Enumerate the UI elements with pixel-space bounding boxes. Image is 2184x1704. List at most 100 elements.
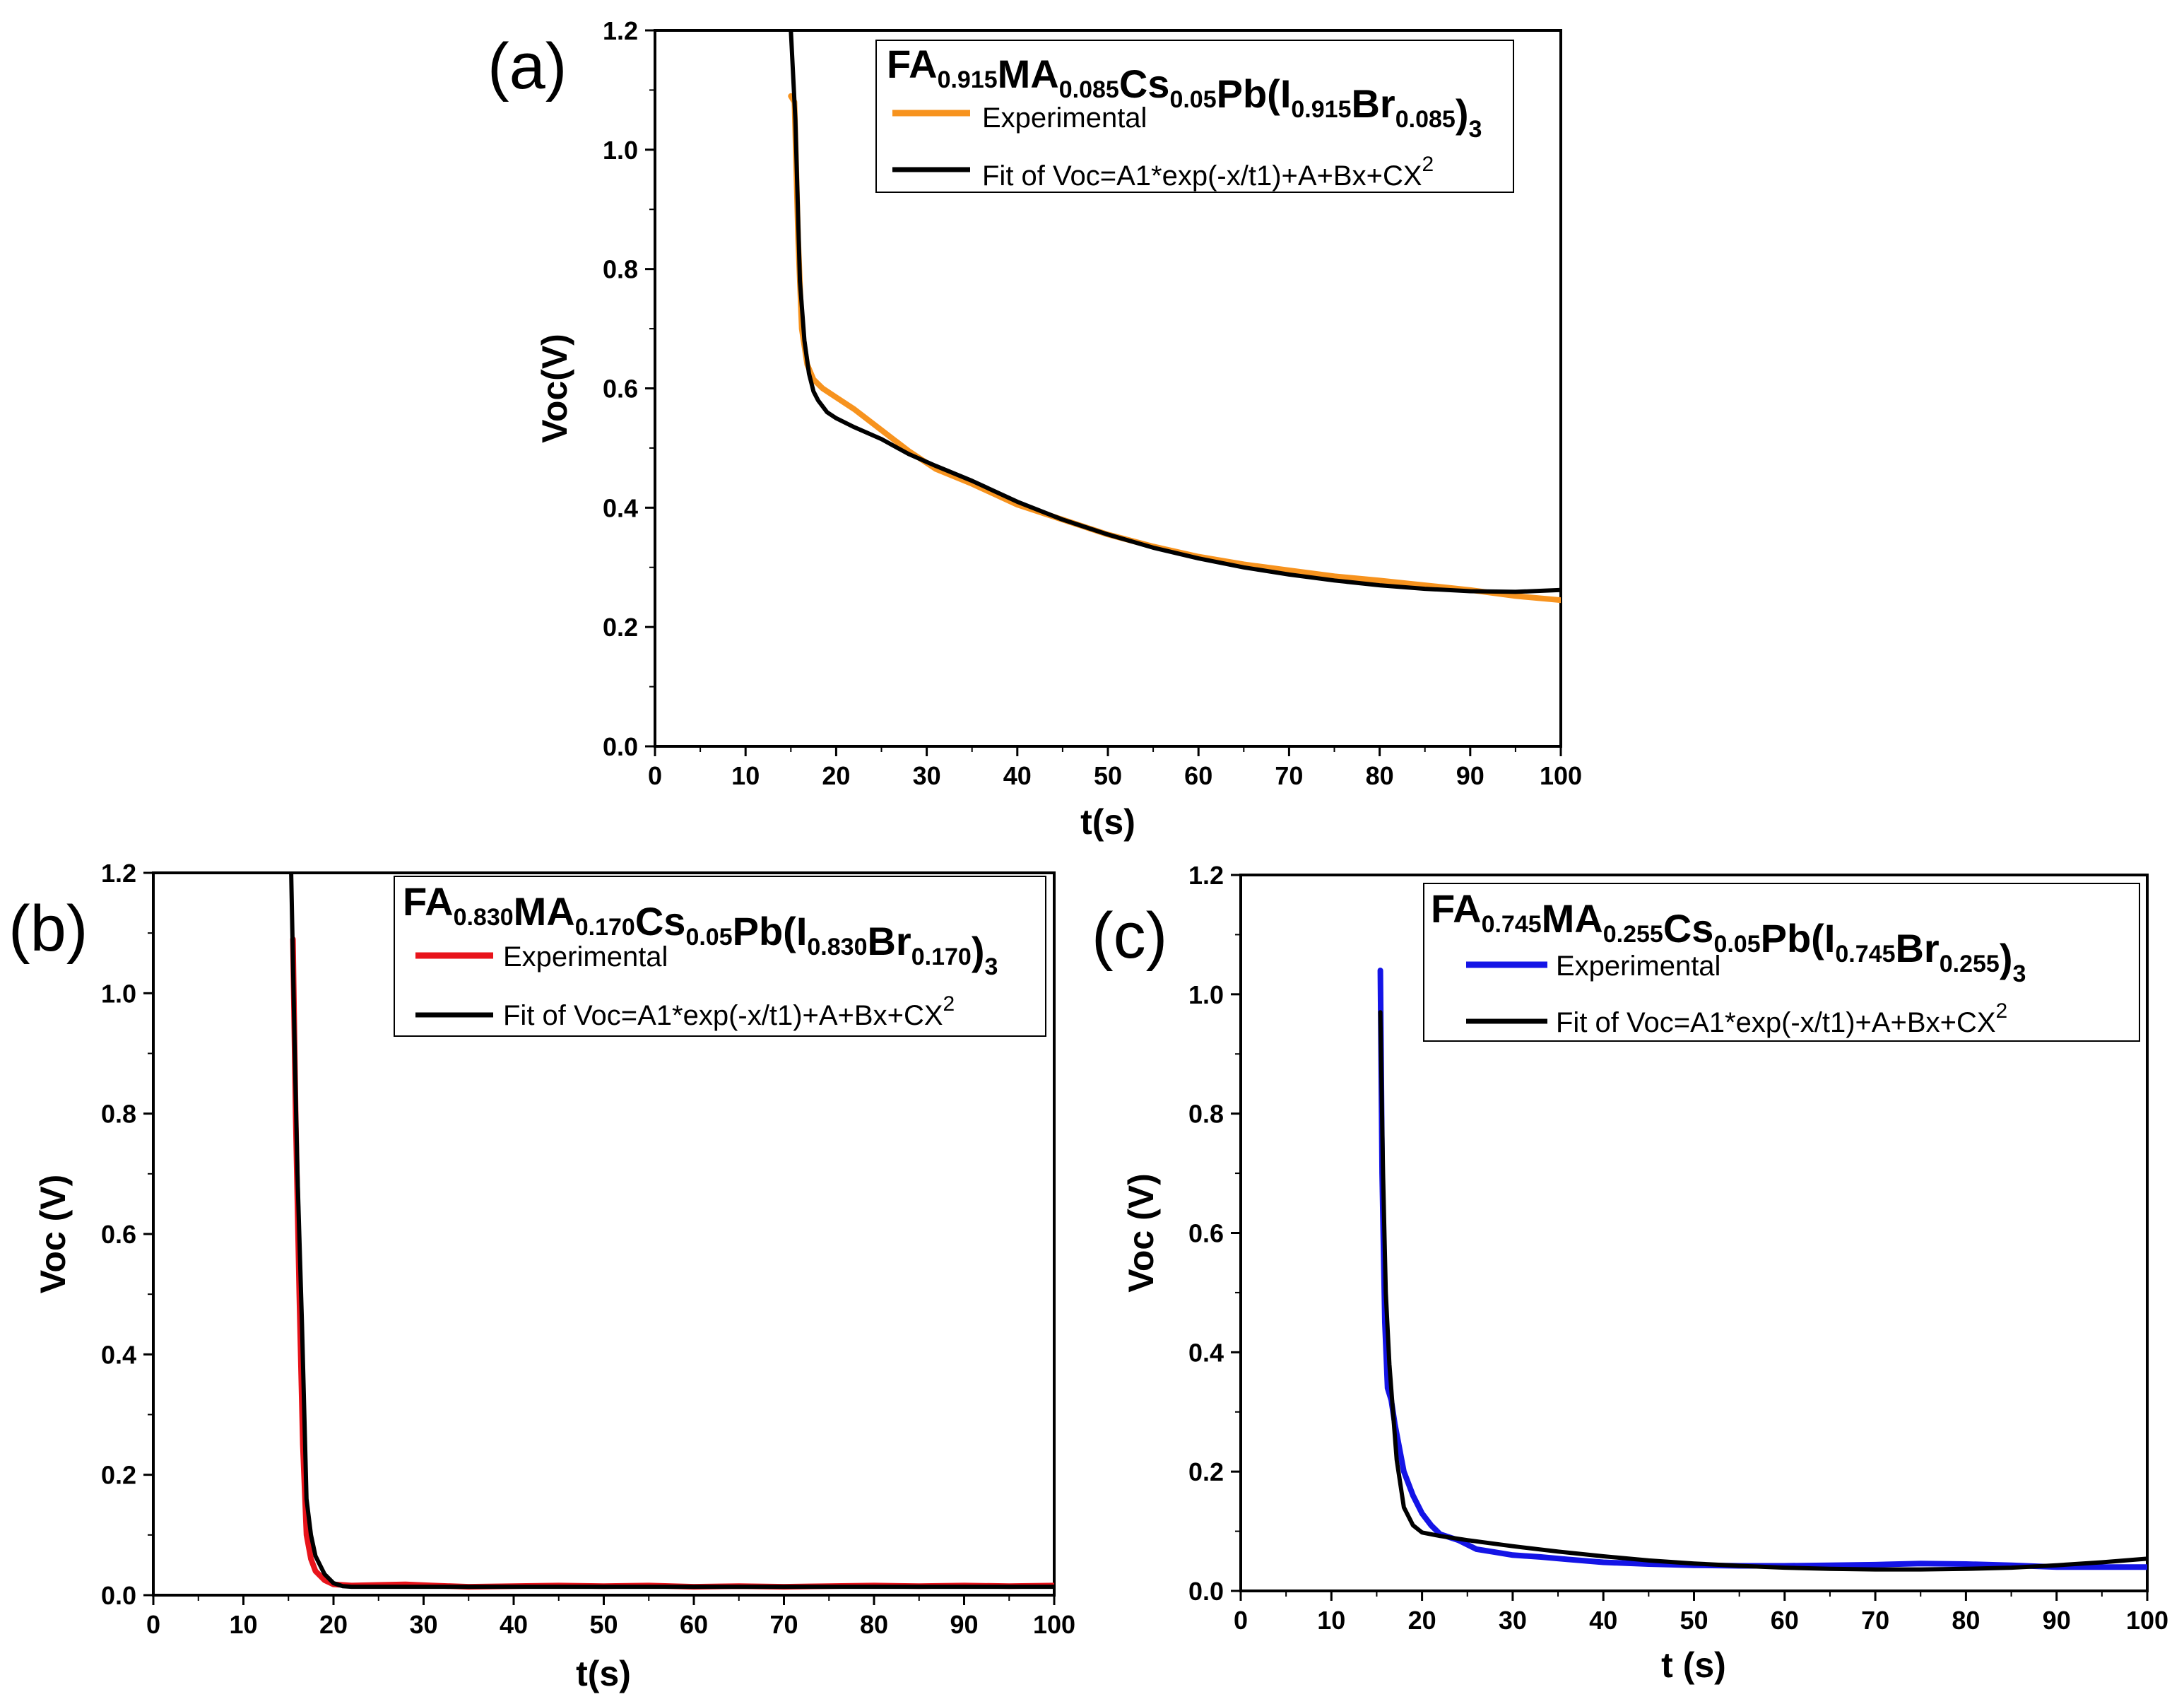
fit-label-text: Fit of Voc=A1*exp(-x/t1)+A+Bx+CX <box>982 160 1422 192</box>
formula-part: Cs <box>1663 906 1714 951</box>
legend: FA0.830MA0.170Cs0.05Pb(I0.830Br0.170)3 E… <box>394 876 1046 1037</box>
formula-subscript: 0.05 <box>1169 86 1216 113</box>
x-tick-label: 80 <box>860 1610 888 1639</box>
x-tick-label: 10 <box>1317 1606 1345 1635</box>
x-tick-label: 20 <box>1408 1606 1436 1635</box>
formula-subscript: 0.915 <box>938 66 998 93</box>
series-fit-line <box>1378 1010 2147 1572</box>
series-group <box>1377 968 2147 1572</box>
x-tick-label: 40 <box>1589 1606 1617 1635</box>
formula-part: Br <box>867 919 911 963</box>
series-group <box>289 873 1054 1590</box>
panel-c: (c) 0 10 20 30 40 50 60 70 80 90 100 0.0 0.2 0.4 0.6 0.… <box>1092 861 2168 1685</box>
x-tick-label: 50 <box>1094 761 1122 790</box>
fit-label-sup: 2 <box>1996 999 2008 1023</box>
y-tick-label: 0.6 <box>101 1220 136 1249</box>
formula-part: Cs <box>635 899 686 944</box>
y-tick-label: 1.2 <box>1188 861 1224 890</box>
legend-box <box>1423 883 2140 1042</box>
y-tick-label: 1.0 <box>1188 980 1224 1009</box>
formula-subscript: 0.255 <box>1603 921 1663 948</box>
y-tick-label: 0.6 <box>1188 1219 1224 1248</box>
x-tick-label: 20 <box>319 1610 348 1639</box>
x-tick-label: 0 <box>146 1610 160 1639</box>
x-tick-label: 30 <box>913 761 941 790</box>
x-tick-label: 10 <box>229 1610 257 1639</box>
legend-title: FA0.915MA0.085Cs0.05Pb(I0.915Br0.085)3 <box>887 42 1482 143</box>
legend-box <box>875 40 1514 193</box>
x-tick-label: 80 <box>1952 1606 1980 1635</box>
x-tick-label: 0 <box>1234 1606 1248 1635</box>
x-tick-label: 40 <box>1003 761 1032 790</box>
formula-part: Cs <box>1119 61 1170 106</box>
formula-part: FA <box>403 879 454 924</box>
formula-subscript: 3 <box>2012 960 2026 987</box>
x-tick-label: 20 <box>822 761 850 790</box>
x-tick-label: 100 <box>1540 761 1582 790</box>
panel-label: (c) <box>1092 900 1167 972</box>
legend-label-experimental: Experimental <box>503 941 668 973</box>
legend-label-experimental: Experimental <box>982 102 1147 134</box>
y-tick-label: 0.0 <box>101 1581 136 1610</box>
legend-label-fit: Fit of Voc=A1*exp(-x/t1)+A+Bx+CX2 <box>503 992 955 1031</box>
y-tick-label: 0.2 <box>603 613 638 642</box>
y-axis-title: Voc (V) <box>33 1175 73 1294</box>
legend-box <box>394 876 1046 1037</box>
x-tick-label: 70 <box>769 1610 798 1639</box>
formula-part: FA <box>887 42 938 86</box>
y-axis-title: Voc (V) <box>1121 1173 1161 1293</box>
y-tick-label: 0.0 <box>603 732 638 761</box>
ticks: 0 10 20 30 40 50 60 70 80 90 100 0.0 0.2 0.4 0.6 0.8 1.0… <box>603 16 1582 790</box>
x-tick-label: 60 <box>1771 1606 1799 1635</box>
fit-label-sup: 2 <box>1422 153 1434 176</box>
legend: FA0.745MA0.255Cs0.05Pb(I0.745Br0.255)3 E… <box>1423 883 2140 1042</box>
formula-subscript: 0.170 <box>911 944 972 970</box>
formula-subscript: 0.830 <box>807 934 867 960</box>
y-tick-label: 0.8 <box>603 255 638 284</box>
fit-label-text: Fit of Voc=A1*exp(-x/t1)+A+Bx+CX <box>1556 1007 1996 1038</box>
y-axis-title: Voc(V) <box>535 334 574 443</box>
formula-part: MA <box>998 52 1059 96</box>
y-tick-label: 0.4 <box>101 1340 136 1369</box>
formula-subscript: 0.05 <box>685 924 732 951</box>
y-tick-label: 1.0 <box>603 136 638 165</box>
x-tick-label: 30 <box>1499 1606 1527 1635</box>
y-tick-label: 0.8 <box>101 1100 136 1129</box>
formula-part: Pb(I <box>1217 71 1292 116</box>
formula-subscript: 3 <box>984 953 998 980</box>
legend-title: FA0.745MA0.255Cs0.05Pb(I0.745Br0.255)3 <box>1431 886 2026 987</box>
y-tick-label: 0.2 <box>101 1461 136 1490</box>
formula-subscript: 0.05 <box>1713 931 1760 958</box>
y-tick-label: 1.2 <box>603 16 638 45</box>
x-tick-label: 90 <box>2043 1606 2071 1635</box>
formula-part: Pb(I <box>733 909 808 953</box>
panel-label: (b) <box>8 893 88 965</box>
x-tick-label: 30 <box>409 1610 437 1639</box>
formula-subscript: 0.915 <box>1291 96 1351 123</box>
formula-part: Br <box>1895 926 1939 970</box>
series-fit-line <box>789 30 1561 594</box>
fit-label-text: Fit of Voc=A1*exp(-x/t1)+A+Bx+CX <box>503 1000 943 1031</box>
legend-title: FA0.830MA0.170Cs0.05Pb(I0.830Br0.170)3 <box>403 879 998 980</box>
x-tick-label: 80 <box>1366 761 1394 790</box>
formula-part: Br <box>1351 81 1395 126</box>
y-tick-label: 0.8 <box>1188 1100 1224 1129</box>
ticks: 0 10 20 30 40 50 60 70 80 90 100 0.0 0.2 0.4 0.6 0.8 1.0… <box>1188 861 2168 1635</box>
formula-part: FA <box>1431 886 1482 931</box>
y-tick-label: 1.0 <box>101 979 136 1008</box>
y-tick-label: 0.4 <box>603 493 638 522</box>
x-axis-title: t(s) <box>576 1654 631 1693</box>
x-tick-label: 60 <box>680 1610 708 1639</box>
x-tick-label: 100 <box>2126 1606 2168 1635</box>
y-tick-label: 0.4 <box>1188 1338 1224 1367</box>
x-tick-label: 40 <box>500 1610 528 1639</box>
formula-subscript: 0.170 <box>575 914 635 941</box>
x-tick-label: 10 <box>731 761 760 790</box>
x-tick-label: 90 <box>1456 761 1484 790</box>
x-tick-label: 0 <box>648 761 662 790</box>
y-tick-label: 1.2 <box>101 859 136 888</box>
formula-subscript: 0.830 <box>454 904 514 931</box>
formula-part: ) <box>972 929 985 973</box>
x-tick-label: 100 <box>1033 1610 1075 1639</box>
